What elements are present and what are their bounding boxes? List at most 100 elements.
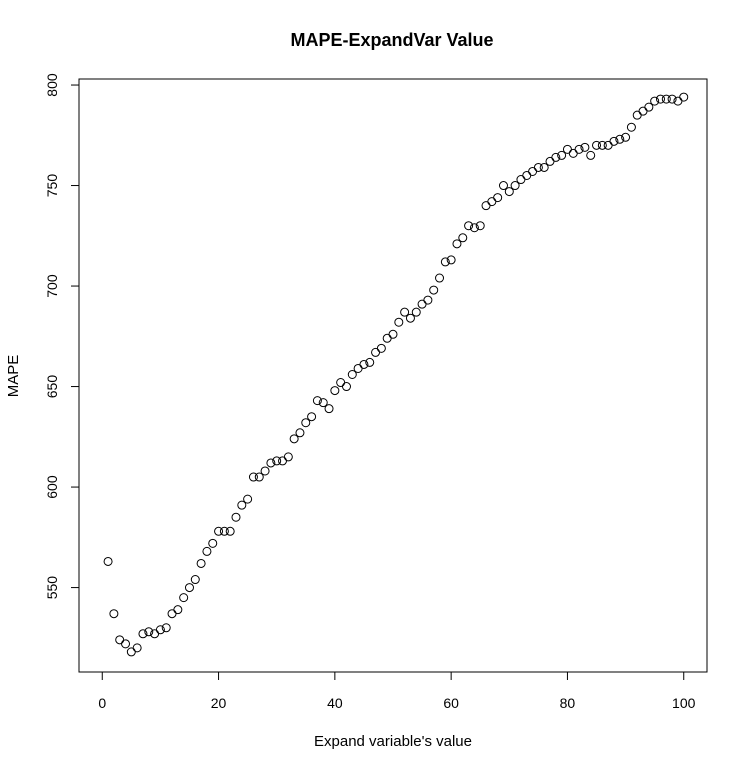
data-point: [173, 605, 183, 615]
data-point: [533, 162, 543, 172]
data-point: [115, 635, 125, 645]
y-tick-label: 650: [44, 375, 60, 399]
data-point: [272, 456, 282, 466]
data-point: [621, 132, 631, 142]
data-point: [411, 307, 421, 317]
y-tick-label: 550: [44, 576, 60, 600]
x-tick-label: 40: [327, 695, 343, 711]
data-point: [161, 623, 171, 633]
data-point: [155, 625, 165, 635]
data-point: [243, 494, 253, 504]
chart-title: MAPE-ExpandVar Value: [290, 30, 493, 50]
data-point: [289, 434, 299, 444]
data-point: [586, 150, 596, 160]
data-point: [597, 140, 607, 150]
data-point: [132, 643, 142, 653]
data-point: [423, 295, 433, 305]
data-point: [330, 386, 340, 396]
data-point: [551, 152, 561, 162]
y-tick-label: 600: [44, 475, 60, 499]
data-point: [278, 456, 288, 466]
data-point: [592, 140, 602, 150]
data-point: [167, 609, 177, 619]
data-point: [650, 96, 660, 106]
data-point: [231, 512, 241, 522]
x-tick-label: 80: [560, 695, 576, 711]
data-point: [458, 233, 468, 243]
data-point: [260, 466, 270, 476]
data-point: [469, 223, 479, 233]
data-point: [574, 144, 584, 154]
data-point: [237, 500, 247, 510]
data-point: [179, 593, 189, 603]
data-point: [661, 94, 671, 104]
data-point: [510, 181, 520, 191]
data-point: [615, 134, 625, 144]
data-point: [528, 166, 538, 176]
data-point: [603, 140, 613, 150]
data-point: [347, 369, 357, 379]
x-tick-label: 20: [211, 695, 227, 711]
data-point: [464, 221, 474, 231]
x-axis: 0 20 40 60 80 100: [98, 671, 696, 711]
data-point: [388, 329, 398, 339]
data-point: [324, 404, 334, 414]
data-point: [435, 273, 445, 283]
data-point: [516, 175, 526, 185]
data-point: [440, 257, 450, 267]
data-point: [644, 102, 654, 112]
data-point: [609, 136, 619, 146]
data-point: [371, 347, 381, 357]
data-point: [214, 526, 224, 536]
data-point: [655, 94, 665, 104]
data-point: [144, 627, 154, 637]
data-point: [475, 221, 485, 231]
data-point: [493, 193, 503, 203]
x-tick-label: 0: [98, 695, 106, 711]
data-point: [365, 357, 375, 367]
data-point: [109, 609, 119, 619]
data-point: [545, 156, 555, 166]
data-point: [336, 378, 346, 388]
data-point: [580, 142, 590, 152]
data-point: [318, 398, 328, 408]
data-point: [504, 187, 514, 197]
data-point: [307, 412, 317, 422]
data-point: [283, 452, 293, 462]
data-point: [126, 647, 136, 657]
data-point: [679, 92, 689, 102]
y-tick-label: 750: [44, 174, 60, 198]
x-tick-label: 60: [443, 695, 459, 711]
data-point: [254, 472, 264, 482]
data-point: [405, 313, 415, 323]
data-point: [103, 556, 113, 566]
data-point: [376, 343, 386, 353]
data-point: [638, 106, 648, 116]
y-axis: 550 600 650 700 750 800: [44, 73, 80, 600]
data-point: [562, 144, 572, 154]
data-point: [452, 239, 462, 249]
data-point: [632, 110, 642, 120]
y-tick-label: 800: [44, 73, 60, 97]
data-point: [359, 359, 369, 369]
data-point: [667, 94, 677, 104]
data-point: [190, 575, 200, 585]
plot-area: [78, 78, 708, 673]
data-point: [121, 639, 131, 649]
y-tick-label: 700: [44, 274, 60, 298]
data-point: [341, 382, 351, 392]
data-point: [353, 363, 363, 373]
data-point: [446, 255, 456, 265]
data-point: [225, 526, 235, 536]
data-point: [400, 307, 410, 317]
data-point: [498, 181, 508, 191]
data-point: [417, 299, 427, 309]
data-point: [429, 285, 439, 295]
data-point: [266, 458, 276, 468]
data-point: [382, 333, 392, 343]
data-point: [295, 428, 305, 438]
data-point: [557, 150, 567, 160]
data-point: [202, 546, 212, 556]
data-point: [568, 148, 578, 158]
